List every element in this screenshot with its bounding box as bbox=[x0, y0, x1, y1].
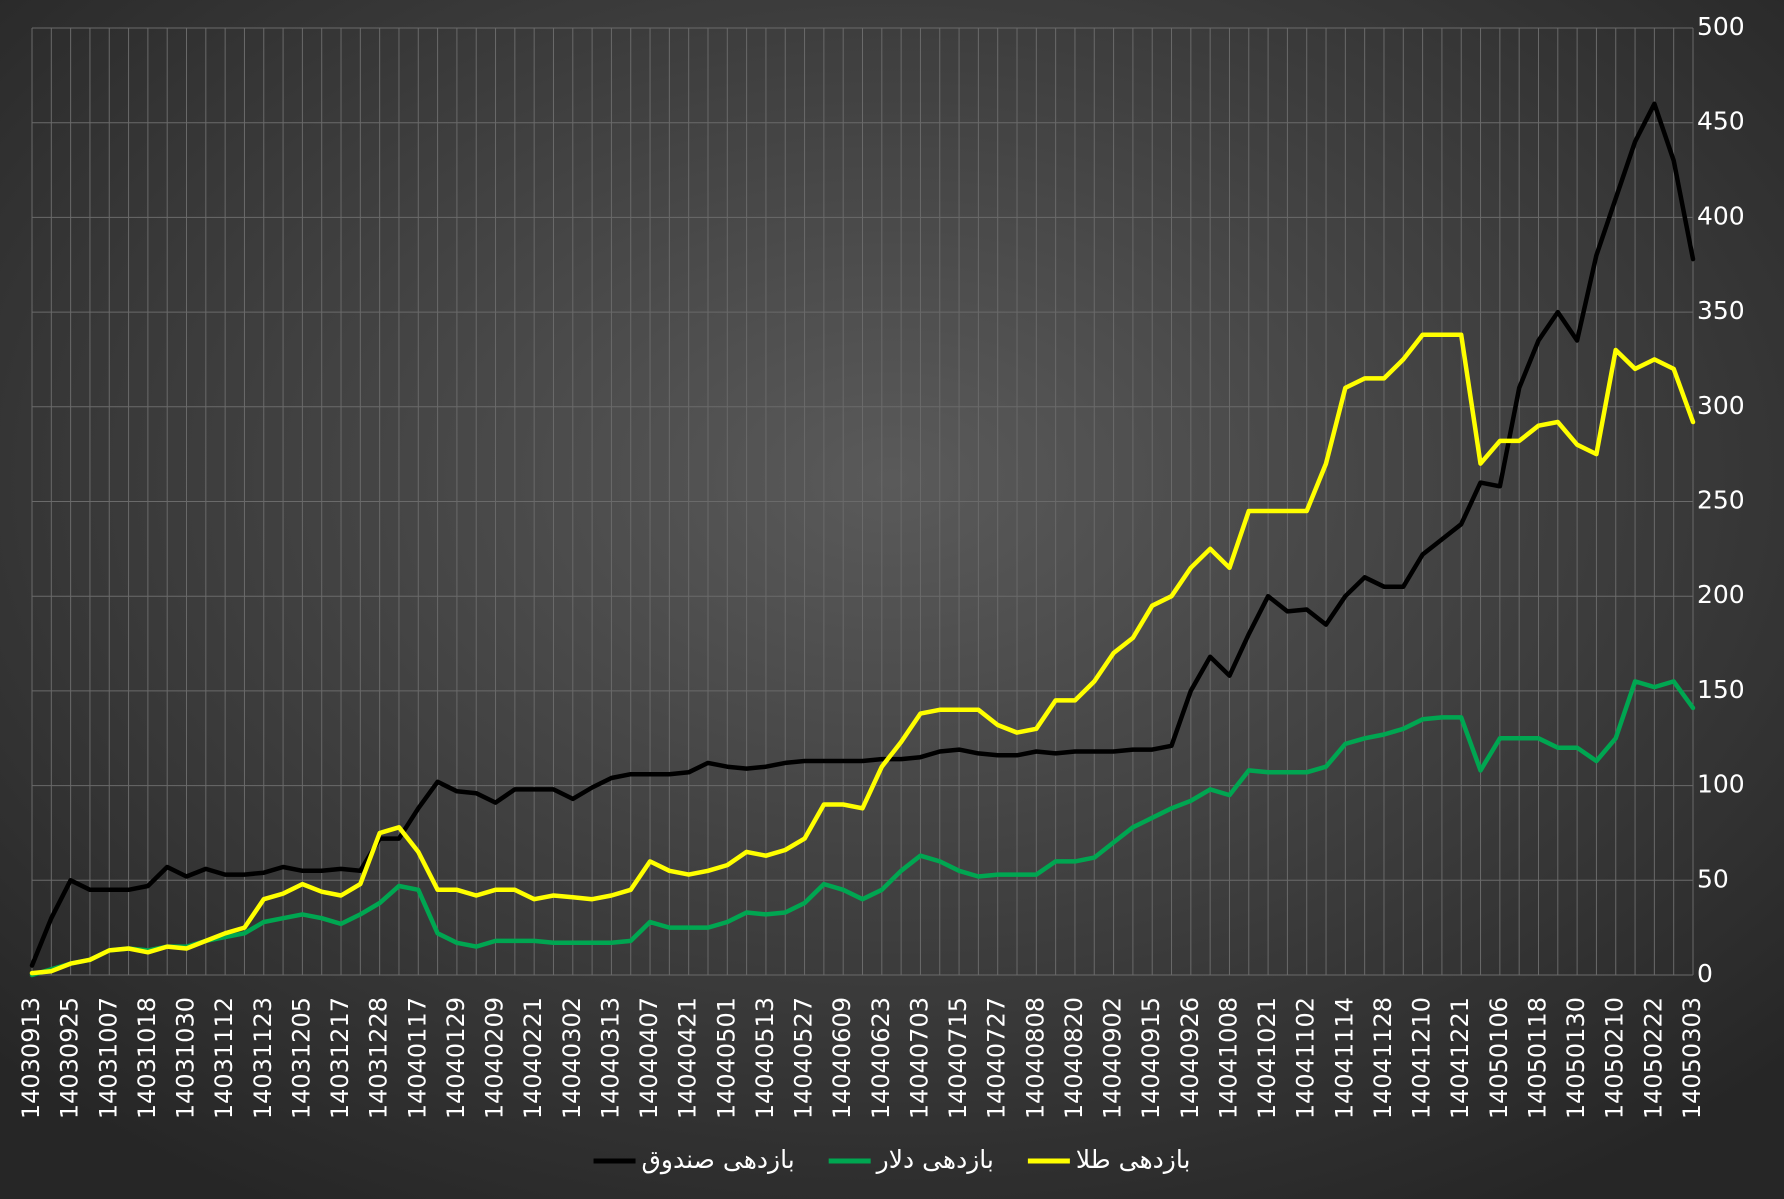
x-tick-label: 14030925 bbox=[56, 997, 84, 1119]
x-tick-label: 14040703 bbox=[905, 997, 933, 1119]
x-tick-label: 14041210 bbox=[1408, 997, 1436, 1119]
x-tick-label: 14041114 bbox=[1330, 997, 1358, 1119]
y-tick-label: 250 bbox=[1697, 486, 1745, 515]
y-tick-label: 100 bbox=[1697, 770, 1745, 799]
y-tick-label: 400 bbox=[1697, 201, 1745, 230]
legend-label: بازدهی طلا bbox=[1076, 1145, 1191, 1174]
x-tick-label: 14040421 bbox=[674, 997, 702, 1119]
x-tick-label: 14040609 bbox=[828, 997, 856, 1119]
x-tick-label: 14040715 bbox=[944, 997, 972, 1119]
x-tick-label: 14040302 bbox=[558, 997, 586, 1119]
x-tick-label: 14040513 bbox=[751, 997, 779, 1119]
x-tick-label: 14041221 bbox=[1446, 997, 1474, 1119]
x-tick-label: 14031205 bbox=[287, 997, 315, 1119]
y-tick-label: 300 bbox=[1697, 391, 1745, 420]
x-tick-label: 14031007 bbox=[94, 997, 122, 1119]
x-tick-label: 14040209 bbox=[481, 997, 509, 1119]
x-tick-label: 14040313 bbox=[596, 997, 624, 1119]
legend-label: بازدهی صندوق bbox=[642, 1145, 795, 1175]
x-tick-label: 14050118 bbox=[1523, 997, 1551, 1119]
y-tick-label: 500 bbox=[1697, 12, 1745, 41]
x-tick-label: 14040117 bbox=[403, 997, 431, 1119]
x-tick-label: 14040926 bbox=[1176, 997, 1204, 1119]
x-tick-label: 14050106 bbox=[1485, 997, 1513, 1119]
x-tick-label: 14040527 bbox=[790, 997, 818, 1119]
x-tick-label: 14031217 bbox=[326, 997, 354, 1119]
x-tick-label: 14050130 bbox=[1562, 997, 1590, 1119]
x-tick-label: 14040407 bbox=[635, 997, 663, 1119]
x-tick-label: 14031018 bbox=[133, 997, 161, 1119]
x-tick-label: 14040902 bbox=[1099, 997, 1127, 1119]
y-tick-label: 350 bbox=[1697, 296, 1745, 325]
x-tick-label: 14050303 bbox=[1678, 997, 1706, 1119]
y-tick-label: 200 bbox=[1697, 580, 1745, 609]
x-tick-label: 14040501 bbox=[712, 997, 740, 1119]
series-line bbox=[29, 101, 1696, 968]
x-tick-label: 14040129 bbox=[442, 997, 470, 1119]
legend: بازدهی صندوق بازدهی دلار بازدهی طلا bbox=[593, 1145, 1191, 1175]
x-tick-label: 14040623 bbox=[867, 997, 895, 1119]
series-line bbox=[29, 332, 1696, 976]
x-tick-label: 14040915 bbox=[1137, 997, 1165, 1119]
x-tick-label: 14031030 bbox=[172, 997, 200, 1119]
y-tick-label: 50 bbox=[1697, 864, 1729, 893]
x-tick-label: 14030913 bbox=[17, 997, 45, 1119]
x-tick-label: 14041102 bbox=[1292, 997, 1320, 1119]
series-line bbox=[29, 679, 1696, 978]
x-tick-label: 14040820 bbox=[1060, 997, 1088, 1119]
x-tick-label: 14040221 bbox=[519, 997, 547, 1119]
x-tick-label: 14050210 bbox=[1601, 997, 1629, 1119]
x-tick-label: 14050222 bbox=[1639, 997, 1667, 1119]
x-tick-label: 14031112 bbox=[210, 997, 238, 1119]
x-tick-label: 14031123 bbox=[249, 997, 277, 1119]
x-tick-label: 14031228 bbox=[365, 997, 393, 1119]
y-tick-label: 150 bbox=[1697, 675, 1745, 704]
x-tick-label: 14041008 bbox=[1214, 997, 1242, 1119]
y-tick-label: 0 bbox=[1697, 959, 1713, 988]
legend-label: بازدهی دلار bbox=[875, 1145, 994, 1174]
y-tick-label: 450 bbox=[1697, 107, 1745, 136]
x-tick-label: 14040808 bbox=[1021, 997, 1049, 1119]
x-tick-label: 14040727 bbox=[983, 997, 1011, 1119]
x-tick-label: 14041021 bbox=[1253, 997, 1281, 1119]
x-tick-label: 14041128 bbox=[1369, 997, 1397, 1119]
